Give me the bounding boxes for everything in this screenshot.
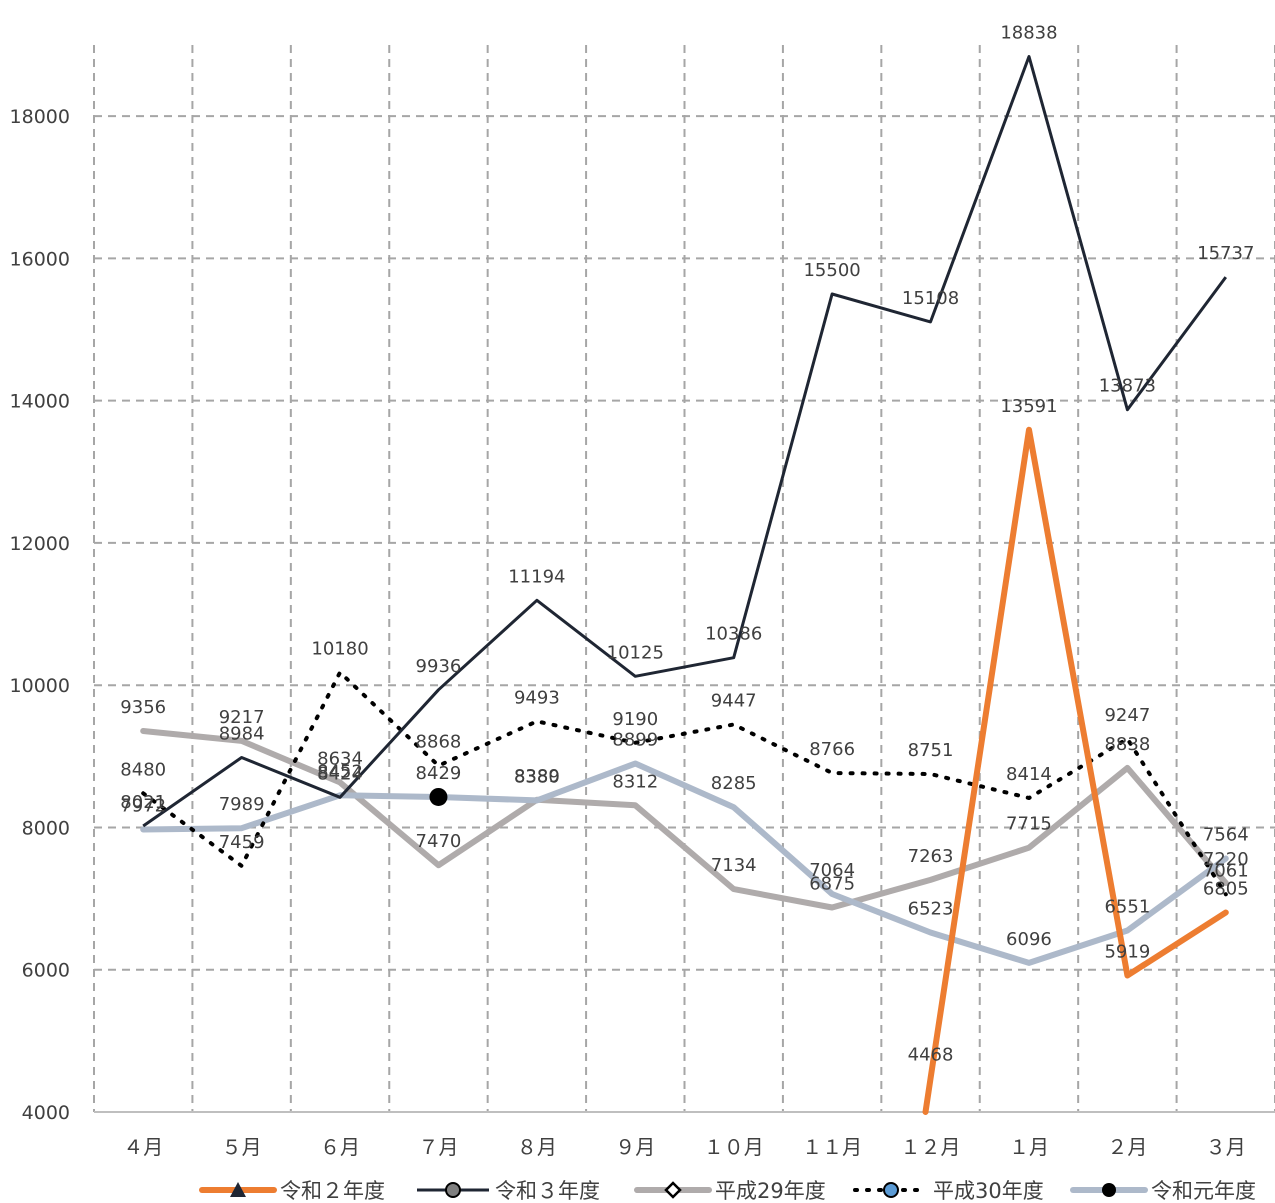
y-tick-label: 16000 xyxy=(10,248,70,270)
legend-label-1: 令和３年度 xyxy=(495,1179,600,1203)
data-label: 8285 xyxy=(711,773,757,794)
data-label: 7470 xyxy=(416,831,462,852)
axes: 4000 6000 8000 10000 12000 14000 16000 18000 ４月 ５… xyxy=(10,106,1275,1159)
legend-label-4: 令和元年度 xyxy=(1151,1179,1256,1203)
data-label: 13591 xyxy=(1000,396,1057,417)
data-label: 8766 xyxy=(809,739,855,760)
data-label: 8380 xyxy=(514,766,560,787)
legend-marker-circle-icon xyxy=(1102,1183,1116,1197)
x-tick-label: ９月 xyxy=(615,1135,655,1159)
data-label: 5919 xyxy=(1104,941,1150,962)
legend-marker-triangle-icon xyxy=(230,1182,246,1197)
data-label: 7220 xyxy=(1203,849,1249,870)
data-label: 9936 xyxy=(416,656,462,677)
data-label: 8389 xyxy=(514,766,560,787)
x-tick-label: ６月 xyxy=(320,1135,360,1159)
y-tick-label: 12000 xyxy=(10,533,70,555)
data-label: 8868 xyxy=(416,732,462,753)
data-label: 9190 xyxy=(612,709,658,730)
legend-label-0: 令和２年度 xyxy=(280,1179,385,1203)
data-label: 4468 xyxy=(908,1045,954,1066)
y-tick-label: 4000 xyxy=(22,1102,70,1124)
data-label: 9247 xyxy=(1104,705,1150,726)
x-tick-label: １１月 xyxy=(802,1135,862,1159)
data-label: 7564 xyxy=(1203,824,1249,845)
data-label: 9356 xyxy=(120,697,166,718)
data-label: 8899 xyxy=(612,730,658,751)
series-lines xyxy=(140,55,1229,1115)
data-label: 15108 xyxy=(902,288,959,309)
data-label: 10125 xyxy=(607,642,664,663)
data-label: 6523 xyxy=(908,899,954,920)
data-label: 8429 xyxy=(416,763,462,784)
data-label: 8480 xyxy=(120,759,166,780)
data-label: 11194 xyxy=(508,566,565,587)
legend-marker-diamond-icon xyxy=(664,1181,682,1199)
series-line-0 xyxy=(922,426,1229,1115)
data-label: 7459 xyxy=(219,832,265,853)
data-label: 7989 xyxy=(219,794,265,815)
data-label: 8312 xyxy=(612,771,658,792)
y-tick-label: 8000 xyxy=(22,817,70,839)
data-label: 7064 xyxy=(809,860,855,881)
grid xyxy=(93,45,1275,1112)
data-label: 6875 xyxy=(809,873,855,894)
data-label: 6551 xyxy=(1104,897,1150,918)
x-tick-label: １０月 xyxy=(704,1135,764,1159)
data-label: 8751 xyxy=(908,740,954,761)
series-line-3 xyxy=(141,670,1228,897)
x-tick-label: ２月 xyxy=(1107,1135,1147,1159)
series-line-1 xyxy=(142,55,1228,828)
data-label: 7715 xyxy=(1006,814,1052,835)
x-tick-label: ３月 xyxy=(1206,1135,1246,1159)
x-tick-label: ５月 xyxy=(222,1135,262,1159)
data-label: 6805 xyxy=(1203,878,1249,899)
x-tick-label: １月 xyxy=(1009,1135,1049,1159)
data-label: 8984 xyxy=(219,723,265,744)
data-label: 7061 xyxy=(1203,860,1249,881)
data-label: 10180 xyxy=(311,638,368,659)
data-label: 8021 xyxy=(120,792,166,813)
data-label: 18838 xyxy=(1000,23,1057,44)
y-tick-label: 10000 xyxy=(10,675,70,697)
x-tick-label: ７月 xyxy=(418,1135,458,1159)
x-tick-label: １２月 xyxy=(901,1135,961,1159)
legend-marker-circle-icon xyxy=(445,1182,461,1198)
data-label: 15500 xyxy=(803,260,860,281)
legend: 令和２年度 令和３年度 平成29年度 平成30年度 令和元年度 xyxy=(199,1179,1256,1203)
data-label: 7263 xyxy=(908,846,954,867)
y-tick-label: 6000 xyxy=(22,960,70,982)
data-label: 7972 xyxy=(120,795,166,816)
data-label: 8634 xyxy=(317,748,363,769)
data-label: 9217 xyxy=(219,707,265,728)
legend-label-2: 平成29年度 xyxy=(715,1179,826,1203)
series-line-4 xyxy=(140,760,1229,966)
x-tick-label: ４月 xyxy=(123,1135,163,1159)
y-tick-label: 18000 xyxy=(10,106,70,128)
legend-marker-circle-icon xyxy=(883,1182,899,1198)
data-label: 9493 xyxy=(514,687,560,708)
data-point-marker xyxy=(429,787,448,806)
data-label: 15737 xyxy=(1197,243,1254,264)
data-label: 9447 xyxy=(711,691,757,712)
data-labels: 4468 13591 5919 6805 8021 8984 8424 9936 11194 10… xyxy=(120,23,1254,1066)
series-line-2 xyxy=(140,728,1229,911)
data-label: 8452 xyxy=(317,761,363,782)
x-tick-label: ８月 xyxy=(517,1135,557,1159)
data-label: 6096 xyxy=(1006,929,1052,950)
legend-label-3: 平成30年度 xyxy=(933,1179,1044,1203)
y-tick-label: 14000 xyxy=(10,391,70,413)
data-label: 8424 xyxy=(317,763,363,784)
data-label: 8838 xyxy=(1104,734,1150,755)
data-label: 10386 xyxy=(705,624,762,645)
data-label: 8414 xyxy=(1006,764,1052,785)
data-label: 7134 xyxy=(711,855,757,876)
data-label: 13873 xyxy=(1099,376,1156,397)
